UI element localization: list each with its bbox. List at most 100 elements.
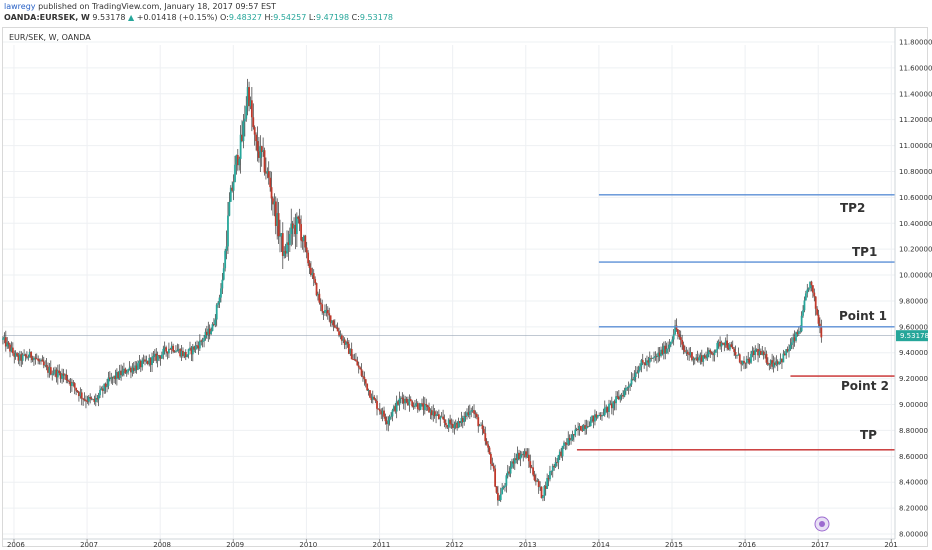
candle-body [435, 414, 437, 417]
candle-body [83, 399, 86, 401]
candle-body [654, 356, 657, 358]
candle-body [440, 416, 443, 418]
candle-body [404, 398, 407, 404]
candle-body [130, 367, 132, 373]
candle-body [714, 350, 717, 353]
close-value: 9.53178 [359, 13, 394, 22]
candle-body [315, 283, 318, 296]
candle-body [454, 422, 457, 425]
candle-body [820, 326, 823, 338]
tradingview-logo-icon[interactable] [814, 516, 830, 532]
candle-body [696, 357, 699, 361]
candle-body [677, 329, 679, 335]
candle-body [691, 352, 693, 361]
open-value: 9.48327 [228, 13, 262, 22]
candle-body [660, 349, 662, 356]
x-tick-label: 201 [884, 541, 897, 549]
candle-body [819, 323, 821, 327]
candle-body [255, 134, 257, 142]
candle-body [194, 345, 197, 350]
candle-body [810, 281, 813, 286]
candle-body [588, 426, 591, 427]
x-tick-label: 2013 [519, 541, 537, 549]
candle-body [751, 350, 754, 354]
low-label: L: [308, 13, 316, 22]
candle-body [516, 452, 519, 461]
candle-body [134, 365, 137, 371]
candle-body [634, 372, 637, 377]
candle-body [775, 361, 778, 365]
candle-body [698, 357, 700, 361]
symbol-label: OANDA:EURSEK, W [4, 13, 90, 22]
candle-body [220, 288, 222, 298]
candle-body [445, 422, 447, 426]
candle-body [97, 395, 100, 400]
candle-body [761, 351, 764, 355]
candle-body [501, 487, 504, 494]
candle-body [331, 320, 333, 324]
candle-body [473, 410, 475, 414]
candle-body [605, 406, 608, 408]
candle-body [40, 359, 42, 361]
candle-body [93, 398, 96, 402]
candle-body [6, 342, 9, 347]
candle-body [443, 419, 446, 423]
candle-body [78, 391, 80, 397]
x-tick-label: 2010 [299, 541, 317, 549]
candle-body [120, 370, 123, 376]
candle-body [793, 337, 796, 341]
candle-body [239, 134, 242, 159]
candle-body [640, 360, 643, 367]
candle-body [525, 451, 527, 458]
candle-body [343, 339, 346, 345]
candle-body [419, 403, 422, 410]
candle-body [475, 414, 478, 418]
candle-body [470, 410, 473, 412]
candle-body [168, 348, 170, 354]
candle-body [532, 467, 534, 475]
x-tick-label: 2016 [738, 541, 756, 549]
candle-body [363, 376, 366, 380]
candle-body [644, 363, 647, 366]
candle-body [373, 396, 376, 400]
candle-body [786, 349, 789, 352]
candle-body [519, 455, 522, 460]
candle-body [692, 358, 695, 361]
candle-body [398, 398, 401, 405]
candle-body [453, 424, 456, 428]
candle-body [591, 415, 594, 420]
candle-body [149, 357, 152, 365]
candle-body [58, 370, 61, 374]
candle-body [623, 390, 626, 397]
candle-body [774, 362, 776, 365]
candle-body [769, 360, 772, 365]
candle-body [44, 365, 47, 366]
candle-body [42, 361, 45, 366]
candle-body [304, 235, 307, 248]
candle-body [113, 375, 115, 379]
candle-body [721, 342, 724, 344]
candle-body [108, 377, 111, 380]
candle-body [163, 347, 166, 349]
candle-body [392, 406, 395, 411]
candle-body [724, 340, 727, 346]
candle-body [589, 419, 592, 427]
candle-body [193, 346, 196, 350]
candle-body [272, 198, 274, 205]
candle-body [512, 461, 515, 464]
candle-body [118, 370, 121, 379]
author-link[interactable]: lawregy [4, 2, 36, 11]
candle-body [262, 150, 265, 153]
candle-body [11, 347, 14, 354]
candle-body [378, 409, 381, 412]
candle-body [432, 411, 435, 416]
candle-body [544, 485, 547, 489]
candle-body [333, 325, 336, 328]
candle-body [142, 359, 145, 361]
candle-body [38, 360, 41, 362]
candle-body [180, 350, 183, 357]
candle-body [783, 353, 786, 356]
candle-body [166, 351, 169, 354]
candle-body [302, 235, 305, 242]
